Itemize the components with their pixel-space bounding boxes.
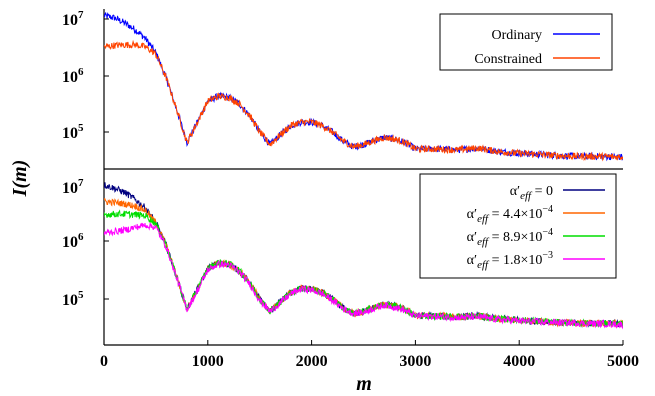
series-line [104, 222, 623, 330]
legend-label: Constrained [474, 52, 542, 67]
y-tick-label: 105 [62, 122, 84, 142]
legend-label: Ordinary [491, 28, 542, 43]
y-tick-label: 106 [62, 66, 84, 86]
legend-label: α′eff = 8.9×10−4 [467, 227, 553, 248]
y-tick-label: 106 [62, 231, 84, 251]
x-tick-label: 0 [100, 353, 108, 370]
legend-label: α′eff = 4.4×10−4 [467, 204, 553, 225]
legend-box [419, 173, 617, 279]
y-tick-label: 105 [62, 289, 84, 309]
x-tick-label: 3000 [399, 353, 431, 370]
legend-label: α′eff = 1.8×10−3 [467, 250, 553, 271]
x-tick-label: 5000 [607, 353, 639, 370]
y-axis-title: I(m) [9, 160, 31, 198]
y-tick-label: 107 [62, 9, 84, 29]
legend-label: α′eff = 0 [510, 184, 553, 202]
x-tick-label: 1000 [192, 353, 224, 370]
legend-box [439, 13, 613, 71]
x-tick-label: 4000 [503, 353, 535, 370]
y-tick-label: 107 [62, 177, 84, 197]
x-tick-label: 2000 [296, 353, 328, 370]
series-line [104, 39, 623, 162]
x-axis-title: m [356, 373, 372, 395]
